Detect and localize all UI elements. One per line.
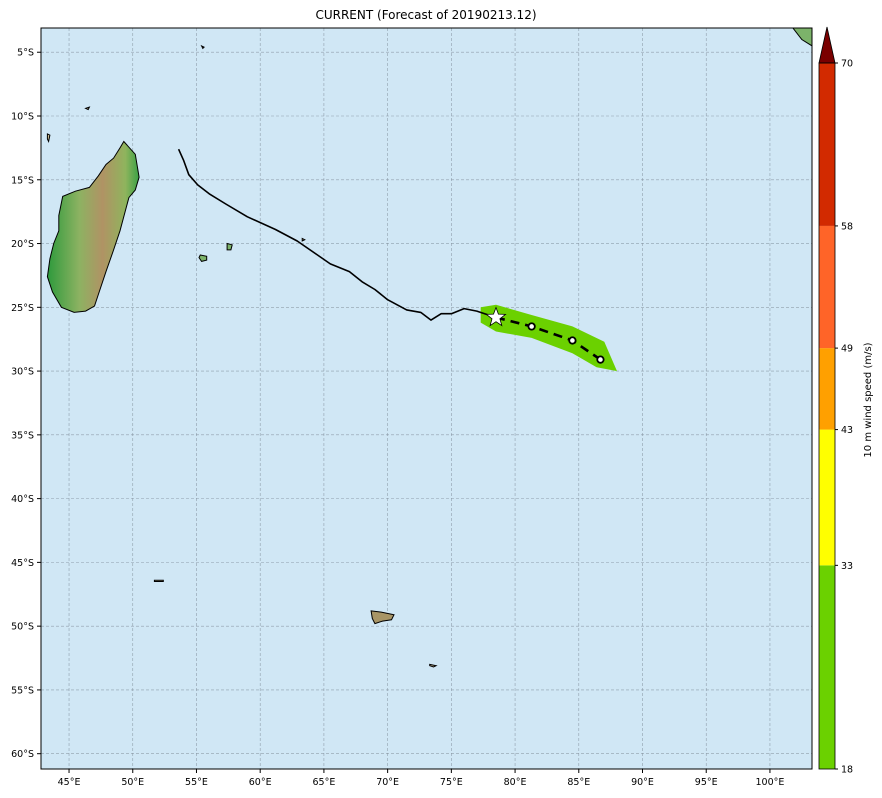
- colorbar-band: [819, 63, 835, 226]
- colorbar-tick-label: 49: [841, 344, 853, 355]
- lat-tick-label: 60°S: [11, 749, 34, 760]
- lon-tick-label: 55°E: [185, 777, 208, 788]
- map-area: [40, 27, 813, 770]
- lon-tick-label: 100°E: [756, 777, 785, 788]
- forecast-point: [568, 336, 577, 345]
- lat-tick-label: 50°S: [11, 622, 34, 633]
- colorbar-tick-label: 18: [841, 765, 853, 776]
- lat-tick-label: 20°S: [11, 239, 34, 250]
- lat-tick-label: 10°S: [11, 112, 34, 123]
- la-reunion-landmass: [198, 254, 208, 262]
- colorbar-tick-label: 43: [841, 425, 853, 436]
- colorbar-band: [819, 565, 835, 769]
- lon-tick-label: 75°E: [440, 777, 463, 788]
- colorbar-extend-arrow: [818, 26, 836, 64]
- tromelin-landmass: [301, 237, 306, 242]
- kerguelen-landmass: [370, 610, 395, 625]
- graticule: [41, 28, 812, 769]
- lon-tick-label: 80°E: [504, 777, 527, 788]
- current-position-star-icon: [485, 306, 507, 327]
- forecast-track-line: [495, 316, 602, 361]
- mauritius-landmass: [226, 242, 233, 251]
- sumatra-corner-landmass: [792, 28, 812, 47]
- colorbar-tick-label: 58: [841, 221, 853, 232]
- lat-tick-label: 30°S: [11, 367, 34, 378]
- storm-track-layer: [177, 148, 617, 372]
- lat-tick-label: 35°S: [11, 430, 34, 441]
- lon-tick-label: 60°E: [249, 777, 272, 788]
- lon-tick-label: 70°E: [376, 777, 399, 788]
- past-track-line: [177, 148, 497, 321]
- lon-tick-label: 50°E: [121, 777, 144, 788]
- colorbar-tick-label: 70: [841, 59, 853, 70]
- lon-tick-label: 95°E: [695, 777, 718, 788]
- comoros-landmass: [46, 133, 51, 144]
- map-frame: [40, 27, 813, 770]
- colorbar-band: [819, 225, 835, 349]
- wind-speed-colorbar: 18 33 43 49 58 70 10 m wind speed (m/s): [818, 26, 874, 776]
- lon-tick-label: 90°E: [631, 777, 654, 788]
- longitude-ticks: 45°E 50°E 55°E 60°E 65°E 70°E 75°E 80°E 85°E 90°E…: [58, 769, 785, 788]
- lat-tick-label: 40°S: [11, 494, 34, 505]
- lon-tick-label: 65°E: [312, 777, 335, 788]
- latitude-ticks: 5°S 10°S 15°S 20°S 25°S 30°S 35°S 40°S 45°S 50°S 5…: [11, 48, 41, 760]
- lat-tick-label: 55°S: [11, 685, 34, 696]
- lat-tick-label: 15°S: [11, 175, 34, 186]
- lat-tick-label: 5°S: [17, 48, 34, 59]
- map-title: CURRENT (Forecast of 20190213.12): [315, 8, 536, 22]
- heard-landmass: [429, 663, 438, 668]
- forecast-point: [527, 322, 536, 331]
- lat-tick-label: 45°S: [11, 558, 34, 569]
- colorbar-label: 10 m wind speed (m/s): [863, 342, 874, 457]
- colorbar-band: [819, 429, 835, 566]
- land-layer: [46, 28, 812, 668]
- crozet-landmass: [153, 579, 164, 582]
- madagascar-landmass: [46, 140, 140, 313]
- forecast-point: [596, 355, 605, 364]
- seychelles-a-landmass: [200, 44, 205, 50]
- lat-tick-label: 25°S: [11, 303, 34, 314]
- colorbar-tick-label: 33: [841, 561, 853, 572]
- farquhar-landmass: [84, 106, 91, 111]
- ocean-background: [41, 28, 812, 769]
- colorbar-frame: [818, 62, 836, 770]
- lon-tick-label: 45°E: [58, 777, 81, 788]
- colorbar-band: [819, 348, 835, 430]
- lon-tick-label: 85°E: [567, 777, 590, 788]
